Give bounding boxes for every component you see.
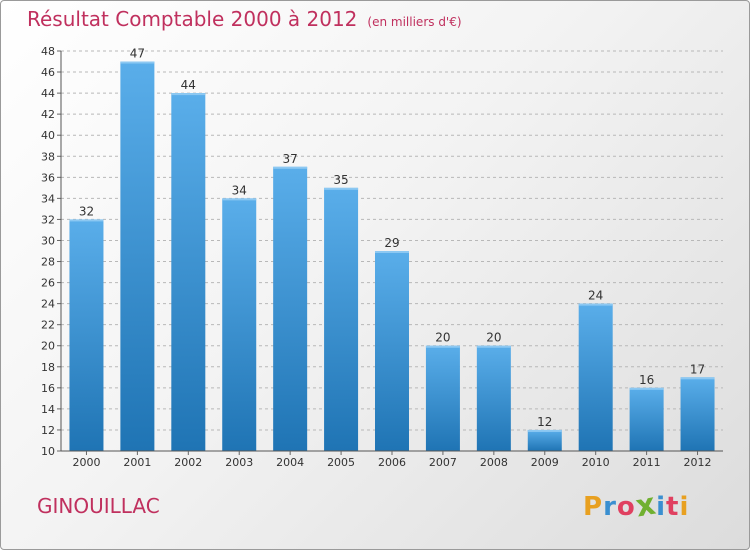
chart-subtitle: (en milliers d'€) <box>367 15 462 29</box>
bar-highlight <box>120 61 155 64</box>
y-tick-label: 10 <box>41 445 55 458</box>
logo-letter: x <box>632 486 660 525</box>
y-tick-label: 18 <box>41 361 55 374</box>
bar-highlight <box>425 345 460 348</box>
bar-2004 <box>273 166 308 451</box>
logo-letter: P <box>583 492 604 522</box>
bar-value-label: 37 <box>283 152 298 166</box>
y-tick-label: 28 <box>41 256 55 269</box>
bar-2008 <box>476 345 511 451</box>
bar-2001 <box>120 61 155 452</box>
y-tick-label: 26 <box>41 277 55 290</box>
y-tick-label: 22 <box>41 319 55 332</box>
x-tick-label: 2006 <box>378 456 406 469</box>
bar-highlight <box>680 377 715 380</box>
bar-highlight <box>273 166 308 169</box>
bar-value-label: 35 <box>333 173 348 187</box>
bar-2007 <box>425 345 460 451</box>
y-tick-label: 42 <box>41 108 55 121</box>
y-tick-label: 12 <box>41 424 55 437</box>
y-tick-label: 24 <box>41 298 55 311</box>
y-tick-label: 46 <box>41 66 55 79</box>
bar-highlight <box>476 345 511 348</box>
bar-highlight <box>222 198 257 201</box>
y-tick-label: 34 <box>41 192 55 205</box>
y-tick-label: 14 <box>41 403 55 416</box>
bar-2003 <box>222 198 257 451</box>
logo-letter: i <box>679 492 690 522</box>
bar-value-label: 20 <box>486 331 501 345</box>
y-tick-label: 38 <box>41 150 55 163</box>
bar-2012 <box>680 377 715 451</box>
bar-highlight <box>69 219 104 222</box>
bar-2010 <box>578 303 613 451</box>
proxiti-logo: Proxiti <box>583 486 690 525</box>
x-tick-label: 2004 <box>276 456 304 469</box>
y-tick-label: 40 <box>41 129 55 142</box>
bar-highlight <box>375 251 409 253</box>
x-tick-label: 2012 <box>684 456 712 469</box>
bar-2009 <box>527 429 562 451</box>
bar-value-label: 44 <box>181 78 196 92</box>
x-tick-label: 2005 <box>327 456 355 469</box>
bar-highlight <box>578 303 613 306</box>
y-tick-label: 16 <box>41 382 55 395</box>
bar-value-label: 17 <box>690 362 705 376</box>
bar-value-label: 12 <box>537 415 552 429</box>
x-tick-label: 2009 <box>531 456 559 469</box>
logo-letter: r <box>603 492 617 522</box>
y-tick-label: 36 <box>41 171 55 184</box>
logo-letter: i <box>656 492 667 522</box>
bar-value-label: 20 <box>435 331 450 345</box>
logo-letter: o <box>616 492 636 522</box>
y-tick-label: 20 <box>41 340 55 353</box>
commune-name: GINOUILLAC <box>37 494 160 518</box>
bar-highlight <box>171 93 206 96</box>
bar-2011 <box>629 387 664 451</box>
y-tick-label: 48 <box>41 45 55 58</box>
x-tick-label: 2000 <box>72 456 100 469</box>
x-tick-label: 2010 <box>582 456 610 469</box>
logo-letter: t <box>666 492 680 522</box>
bar-highlight <box>527 429 562 432</box>
bar-highlight <box>629 387 664 390</box>
bar-value-label: 24 <box>588 289 603 303</box>
y-tick-label: 32 <box>41 213 55 226</box>
chart-title-block: Résultat Comptable 2000 à 2012 (en millie… <box>27 7 462 31</box>
bar-value-label: 47 <box>130 47 145 61</box>
x-tick-label: 2003 <box>225 456 253 469</box>
bar-highlight <box>324 187 359 190</box>
bar-value-label: 34 <box>232 183 247 197</box>
x-tick-label: 2008 <box>480 456 508 469</box>
bar-2006 <box>375 251 409 451</box>
x-tick-label: 2007 <box>429 456 457 469</box>
y-tick-label: 44 <box>41 87 55 100</box>
bar-2005 <box>324 187 359 451</box>
x-tick-label: 2002 <box>174 456 202 469</box>
y-tick-label: 30 <box>41 234 55 247</box>
bar-value-label: 16 <box>639 373 654 387</box>
chart-title: Résultat Comptable 2000 à 2012 <box>27 7 358 31</box>
bar-value-label: 29 <box>384 236 399 250</box>
x-tick-label: 2001 <box>123 456 151 469</box>
bar-value-label: 32 <box>79 204 94 218</box>
bar-2000 <box>69 219 104 451</box>
bar-2002 <box>171 93 206 452</box>
x-tick-label: 2011 <box>633 456 661 469</box>
